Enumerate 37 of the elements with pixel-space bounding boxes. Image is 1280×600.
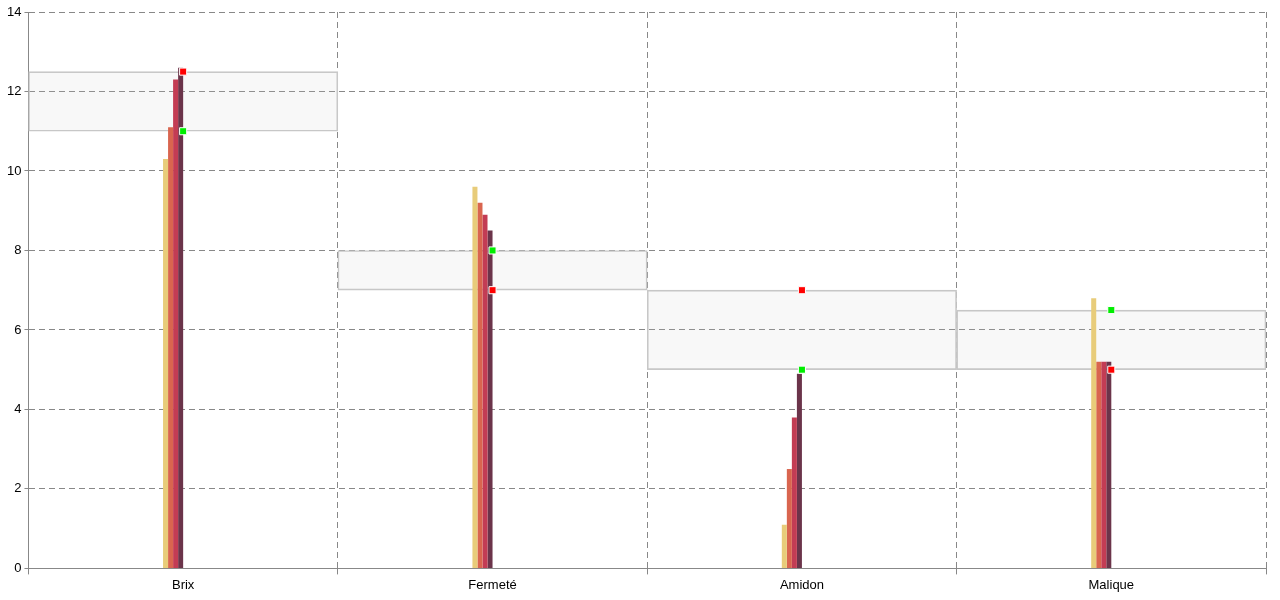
x-tick-label: Amidon <box>779 576 824 592</box>
x-tick-label: Fermeté <box>468 576 517 592</box>
point <box>797 365 806 374</box>
y-tick-label: 2 <box>14 480 22 496</box>
bar <box>178 67 184 568</box>
point <box>179 67 188 76</box>
bar <box>28 71 339 132</box>
y-tick-label: 14 <box>6 3 22 19</box>
point <box>1107 365 1116 374</box>
y-tick-label: 0 <box>14 559 22 575</box>
bar <box>1101 361 1107 568</box>
x-tick-label: Malique <box>1088 576 1135 592</box>
bar <box>786 469 792 568</box>
y-tick-label: 4 <box>14 401 22 417</box>
point <box>488 246 497 255</box>
bar <box>482 214 488 568</box>
bar <box>163 159 169 568</box>
bar <box>1106 361 1112 568</box>
point <box>179 127 188 136</box>
x-tick-label: Brix <box>171 576 195 592</box>
y-tick-label: 8 <box>14 242 22 258</box>
y-tick-label: 6 <box>14 321 22 337</box>
bar <box>781 524 787 568</box>
bar <box>173 79 179 568</box>
bar <box>1096 361 1102 568</box>
bar <box>487 230 493 568</box>
y-tick-label: 10 <box>6 162 22 178</box>
y-tick-label: 12 <box>6 83 22 99</box>
bar <box>168 127 174 568</box>
bar <box>472 186 478 568</box>
point <box>797 286 806 295</box>
bar <box>477 202 483 568</box>
bar <box>1091 298 1097 568</box>
point <box>1107 306 1116 315</box>
bar <box>796 373 802 568</box>
point <box>488 286 497 295</box>
bar <box>791 417 797 568</box>
